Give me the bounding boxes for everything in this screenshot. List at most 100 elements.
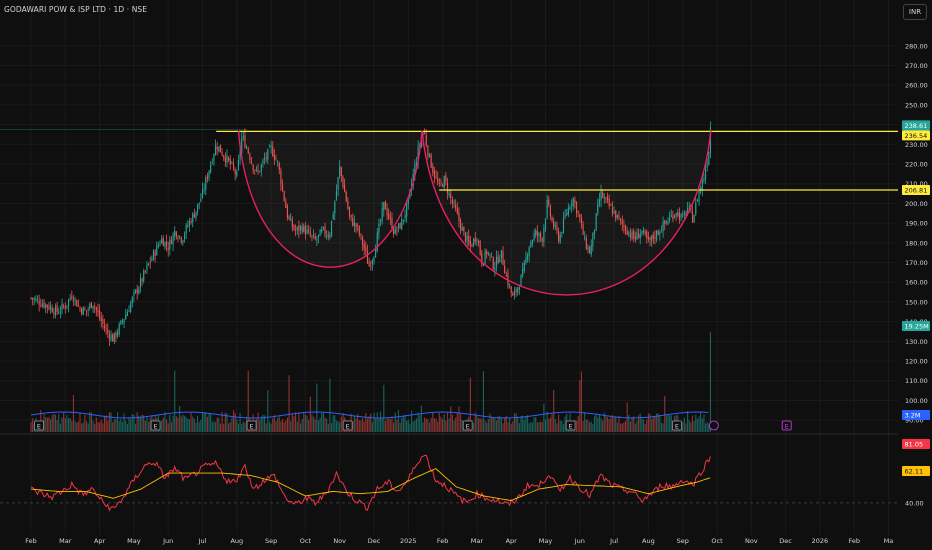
- volume-bar: [620, 423, 622, 432]
- volume-bar: [188, 419, 191, 432]
- volume-bar: [48, 416, 50, 432]
- candle-body: [156, 244, 158, 256]
- candle-body: [580, 217, 583, 224]
- candle-body: [412, 173, 414, 186]
- candle-body: [113, 332, 115, 342]
- candle-body: [193, 213, 195, 218]
- volume-bar: [700, 412, 702, 432]
- candle-body: [515, 289, 517, 293]
- candle-body: [134, 289, 137, 293]
- volume-bar: [538, 422, 540, 432]
- volume-bar: [518, 423, 520, 432]
- candle-body: [154, 251, 156, 256]
- candle-body: [298, 225, 300, 232]
- candle-body: [535, 230, 537, 236]
- candle-body: [290, 218, 292, 221]
- volume-bar: [415, 418, 418, 432]
- currency-selector[interactable]: INR: [903, 4, 927, 20]
- candle-body: [187, 225, 189, 227]
- volume-bar: [175, 416, 177, 432]
- volume-bar: [56, 420, 58, 432]
- volume-bar: [177, 417, 179, 432]
- volume-bar: [108, 412, 110, 432]
- time-tick-label: 2026: [812, 537, 829, 545]
- volume-bar: [298, 413, 300, 432]
- volume-bar: [77, 421, 79, 432]
- candle-body: [628, 232, 630, 235]
- candle-body: [216, 147, 218, 150]
- volume-bar: [270, 423, 272, 432]
- volume-bar: [263, 415, 266, 432]
- candle-body: [693, 215, 695, 223]
- volume-bar: [528, 423, 530, 432]
- candle-body: [482, 264, 485, 266]
- volume-bar: [329, 378, 331, 432]
- volume-bar: [89, 412, 91, 432]
- candle-body: [688, 206, 690, 208]
- candle-body: [698, 190, 700, 202]
- candle-body: [379, 220, 382, 223]
- candle-body: [36, 299, 39, 301]
- candle-body: [430, 154, 432, 168]
- annotations: [0, 129, 898, 296]
- volume-bar: [133, 414, 135, 432]
- volume-bar: [280, 421, 282, 432]
- volume-bar: [286, 417, 289, 432]
- candle-body: [703, 178, 705, 181]
- candle-body: [144, 270, 146, 272]
- volume-bar: [371, 422, 373, 432]
- candle-body: [557, 231, 560, 242]
- volume-bar: [308, 420, 310, 432]
- volume-bar: [237, 423, 240, 432]
- volume-bar: [90, 412, 93, 432]
- future-earnings-label: E: [785, 423, 789, 431]
- candle-body: [110, 335, 112, 341]
- candle-body: [600, 191, 602, 201]
- candle-body: [50, 306, 52, 310]
- volume-bar: [682, 422, 684, 432]
- volume-bar: [141, 414, 143, 432]
- candle-body: [631, 231, 633, 239]
- rsi-ma-badge: [902, 466, 930, 476]
- candle-body: [71, 296, 73, 299]
- candlesticks[interactable]: [30, 121, 712, 347]
- volume-bar: [95, 417, 97, 432]
- candle-body: [487, 252, 489, 254]
- candle-body: [602, 192, 604, 198]
- volume-bar: [469, 377, 471, 432]
- volume-bar: [277, 417, 279, 432]
- volume-bar: [424, 417, 426, 432]
- volume-bar: [394, 412, 396, 432]
- candle-body: [131, 297, 133, 304]
- time-tick-label: Apr: [506, 537, 518, 545]
- candle-body: [348, 207, 351, 216]
- time-tick-label: Sep: [677, 537, 689, 545]
- candle-body: [281, 184, 284, 190]
- volume-bar: [481, 418, 483, 432]
- candle-body: [198, 202, 200, 204]
- candle-body: [579, 214, 581, 218]
- candle-body: [77, 305, 79, 307]
- volume-bar: [172, 415, 174, 432]
- volume-bar: [584, 412, 586, 432]
- volume-bar: [206, 416, 208, 432]
- volume-bar: [339, 422, 341, 432]
- candle-body: [169, 239, 171, 250]
- candle-body: [530, 242, 532, 247]
- candle-body: [81, 309, 83, 314]
- volume-bar: [512, 421, 514, 432]
- candle-body: [673, 215, 676, 218]
- volume-bar: [316, 383, 318, 432]
- candle-body: [477, 241, 480, 243]
- volume-ma-path: [30, 411, 709, 419]
- time-axis[interactable]: Feb Mar Apr May Jun Jul Aug Sep Oct Nov Dec 2025 Feb…: [25, 537, 893, 545]
- volume-bar: [623, 422, 625, 432]
- volume-bar: [239, 412, 241, 432]
- price-tick-label: 160.00: [905, 279, 928, 287]
- volume-bar: [200, 419, 202, 432]
- candle-body: [126, 311, 128, 316]
- candle-body: [388, 213, 390, 219]
- candle-body: [246, 147, 248, 149]
